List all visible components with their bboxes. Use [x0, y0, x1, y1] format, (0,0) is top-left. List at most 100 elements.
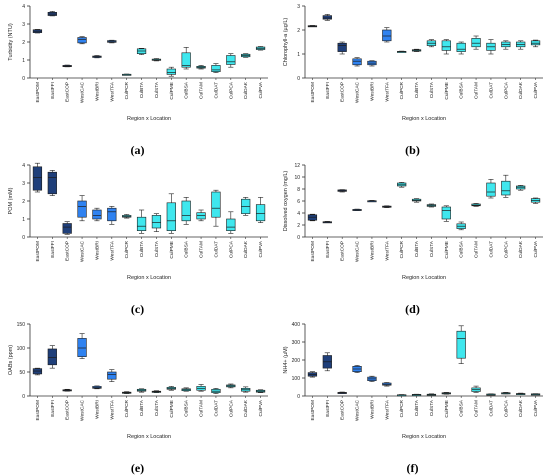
x-tick-label: WestTFA: [109, 240, 115, 260]
y-tick-label: 4: [22, 4, 25, 10]
x-tick-label: CulBSA: [459, 240, 465, 258]
panel-caption: (f): [406, 461, 419, 475]
y-tick-label: 100: [17, 346, 26, 352]
y-tick-label: 8: [297, 187, 300, 193]
box: [441, 40, 451, 51]
x-tick-label: CulDAT: [488, 400, 494, 417]
x-axis-title: Region x Location: [127, 434, 171, 440]
x-tick-label: WestTFA: [109, 81, 115, 101]
x-tick-label: CulPME: [169, 241, 175, 259]
y-tick-label: 3: [297, 4, 300, 10]
x-tick-label: EastFFI: [325, 82, 331, 99]
x-tick-label: CulPVA: [258, 81, 264, 98]
x-tick-label: CulPCA: [503, 240, 509, 258]
x-tick-label: CulPCR: [399, 240, 405, 258]
x-tick-label: CulBSA: [459, 81, 465, 99]
x-tick-label: CulDAT: [213, 241, 219, 258]
box: [211, 65, 221, 73]
x-tick-label: CulDAT: [488, 82, 494, 99]
panel-caption: (e): [130, 461, 145, 475]
box: [166, 202, 176, 231]
x-tick-label: CulPCA: [503, 399, 509, 417]
x-axis-title: Region x Location: [127, 275, 171, 281]
y-tick-label: 150: [17, 322, 26, 328]
y-tick-label: 400: [292, 322, 301, 328]
boxplot-turbidity: 0 1 2 3 4 Turbidity (NTU) EastPOM EastFFI EastCO…: [8, 4, 268, 122]
x-axis-title: Region x Location: [402, 275, 446, 281]
box: [501, 180, 511, 196]
box: [471, 38, 481, 48]
y-tick-label: 1: [22, 217, 25, 223]
x-tick-label: WestBRI: [94, 241, 100, 260]
x-tick-label: CulTAM: [474, 400, 480, 417]
x-tick-label: CulBTA: [414, 240, 420, 257]
x-tick-label: EastCOP: [65, 82, 71, 102]
y-tick-label: 50: [19, 370, 25, 376]
y-tick-label: 0: [297, 76, 300, 82]
x-tick-label: CulSTA: [429, 81, 435, 98]
y-tick-label: 3: [22, 22, 25, 28]
x-tick-label: CulPCA: [228, 399, 234, 417]
x-tick-label: CulPCA: [228, 240, 234, 258]
y-tick-label: 1: [297, 52, 300, 58]
x-tick-label: CulTAM: [474, 82, 480, 99]
x-tick-label: CulPCR: [124, 399, 130, 417]
y-tick-label: 300: [292, 340, 301, 346]
x-tick-label: CulPVA: [533, 399, 539, 416]
boxplot-dissolved-oxygen: 0 2 4 6 8 10 12 Dissolved oxygen (mg/L) EastPOM E…: [283, 163, 543, 281]
x-tick-label: CulSTA: [154, 81, 160, 98]
x-tick-label: WestCAC: [355, 240, 361, 262]
box: [530, 40, 541, 46]
x-tick-label: EastPOM: [35, 82, 41, 103]
box: [211, 191, 221, 218]
y-tick-label: 4: [297, 211, 300, 217]
x-tick-label: CulPVA: [533, 81, 539, 98]
box: [181, 200, 191, 222]
box: [107, 371, 117, 380]
x-tick-label: EastCOP: [65, 400, 71, 420]
box: [456, 330, 466, 359]
x-axis-title: Region x Location: [127, 116, 171, 122]
boxplot-chlorophyll: 0 1 2 3 Chlorophyll-a (µg/L) EastPOM EastFFI Ea…: [283, 4, 543, 122]
x-tick-label: WestTFA: [384, 399, 390, 419]
x-tick-label: CulPME: [169, 82, 175, 100]
x-tick-label: CulDAK: [518, 240, 524, 258]
box: [92, 209, 102, 220]
box: [62, 223, 72, 234]
x-tick-label: WestCAC: [80, 399, 86, 421]
x-tick-label: EastPOM: [310, 400, 316, 421]
box: [441, 206, 451, 220]
y-tick-label: 12: [294, 163, 300, 169]
box: [47, 348, 57, 366]
box: [77, 200, 87, 218]
x-tick-label: CulBTA: [139, 240, 145, 257]
x-tick-label: WestTFA: [109, 399, 115, 419]
box: [77, 37, 87, 44]
x-tick-label: EastCOP: [340, 400, 346, 420]
x-tick-label: CulBSA: [459, 399, 465, 417]
x-tick-label: EastFFI: [50, 82, 56, 99]
panel-caption: (d): [405, 302, 420, 316]
x-tick-label: CulPME: [169, 400, 175, 418]
panel-f: 0 100 200 300 400 NH4+ (µM) EastPOM EastFFI East…: [275, 318, 550, 476]
x-tick-label: CulPVA: [533, 240, 539, 257]
x-axis-title: Region x Location: [402, 116, 446, 122]
x-tick-label: CulDAK: [243, 399, 249, 417]
x-tick-label: EastFFI: [50, 400, 56, 417]
y-axis-title: POM (mM): [8, 187, 14, 214]
x-tick-label: CulDAK: [518, 399, 524, 417]
box: [47, 171, 57, 195]
x-tick-label: WestTFA: [384, 240, 390, 260]
y-axis-title: Turbidity (NTU): [8, 23, 14, 61]
x-tick-label: CulBSA: [184, 81, 190, 99]
x-tick-label: WestBRI: [94, 82, 100, 101]
y-axis-title: Chlorophyll-a (µg/L): [283, 18, 289, 67]
box: [151, 215, 162, 229]
box: [136, 216, 147, 232]
x-tick-label: CulDAT: [488, 241, 494, 258]
y-tick-label: 0: [297, 235, 300, 241]
x-tick-label: WestCAC: [355, 81, 361, 103]
x-tick-label: CulTAM: [199, 400, 205, 417]
x-tick-label: CulTAM: [199, 82, 205, 99]
x-tick-label: CulDAK: [243, 81, 249, 99]
